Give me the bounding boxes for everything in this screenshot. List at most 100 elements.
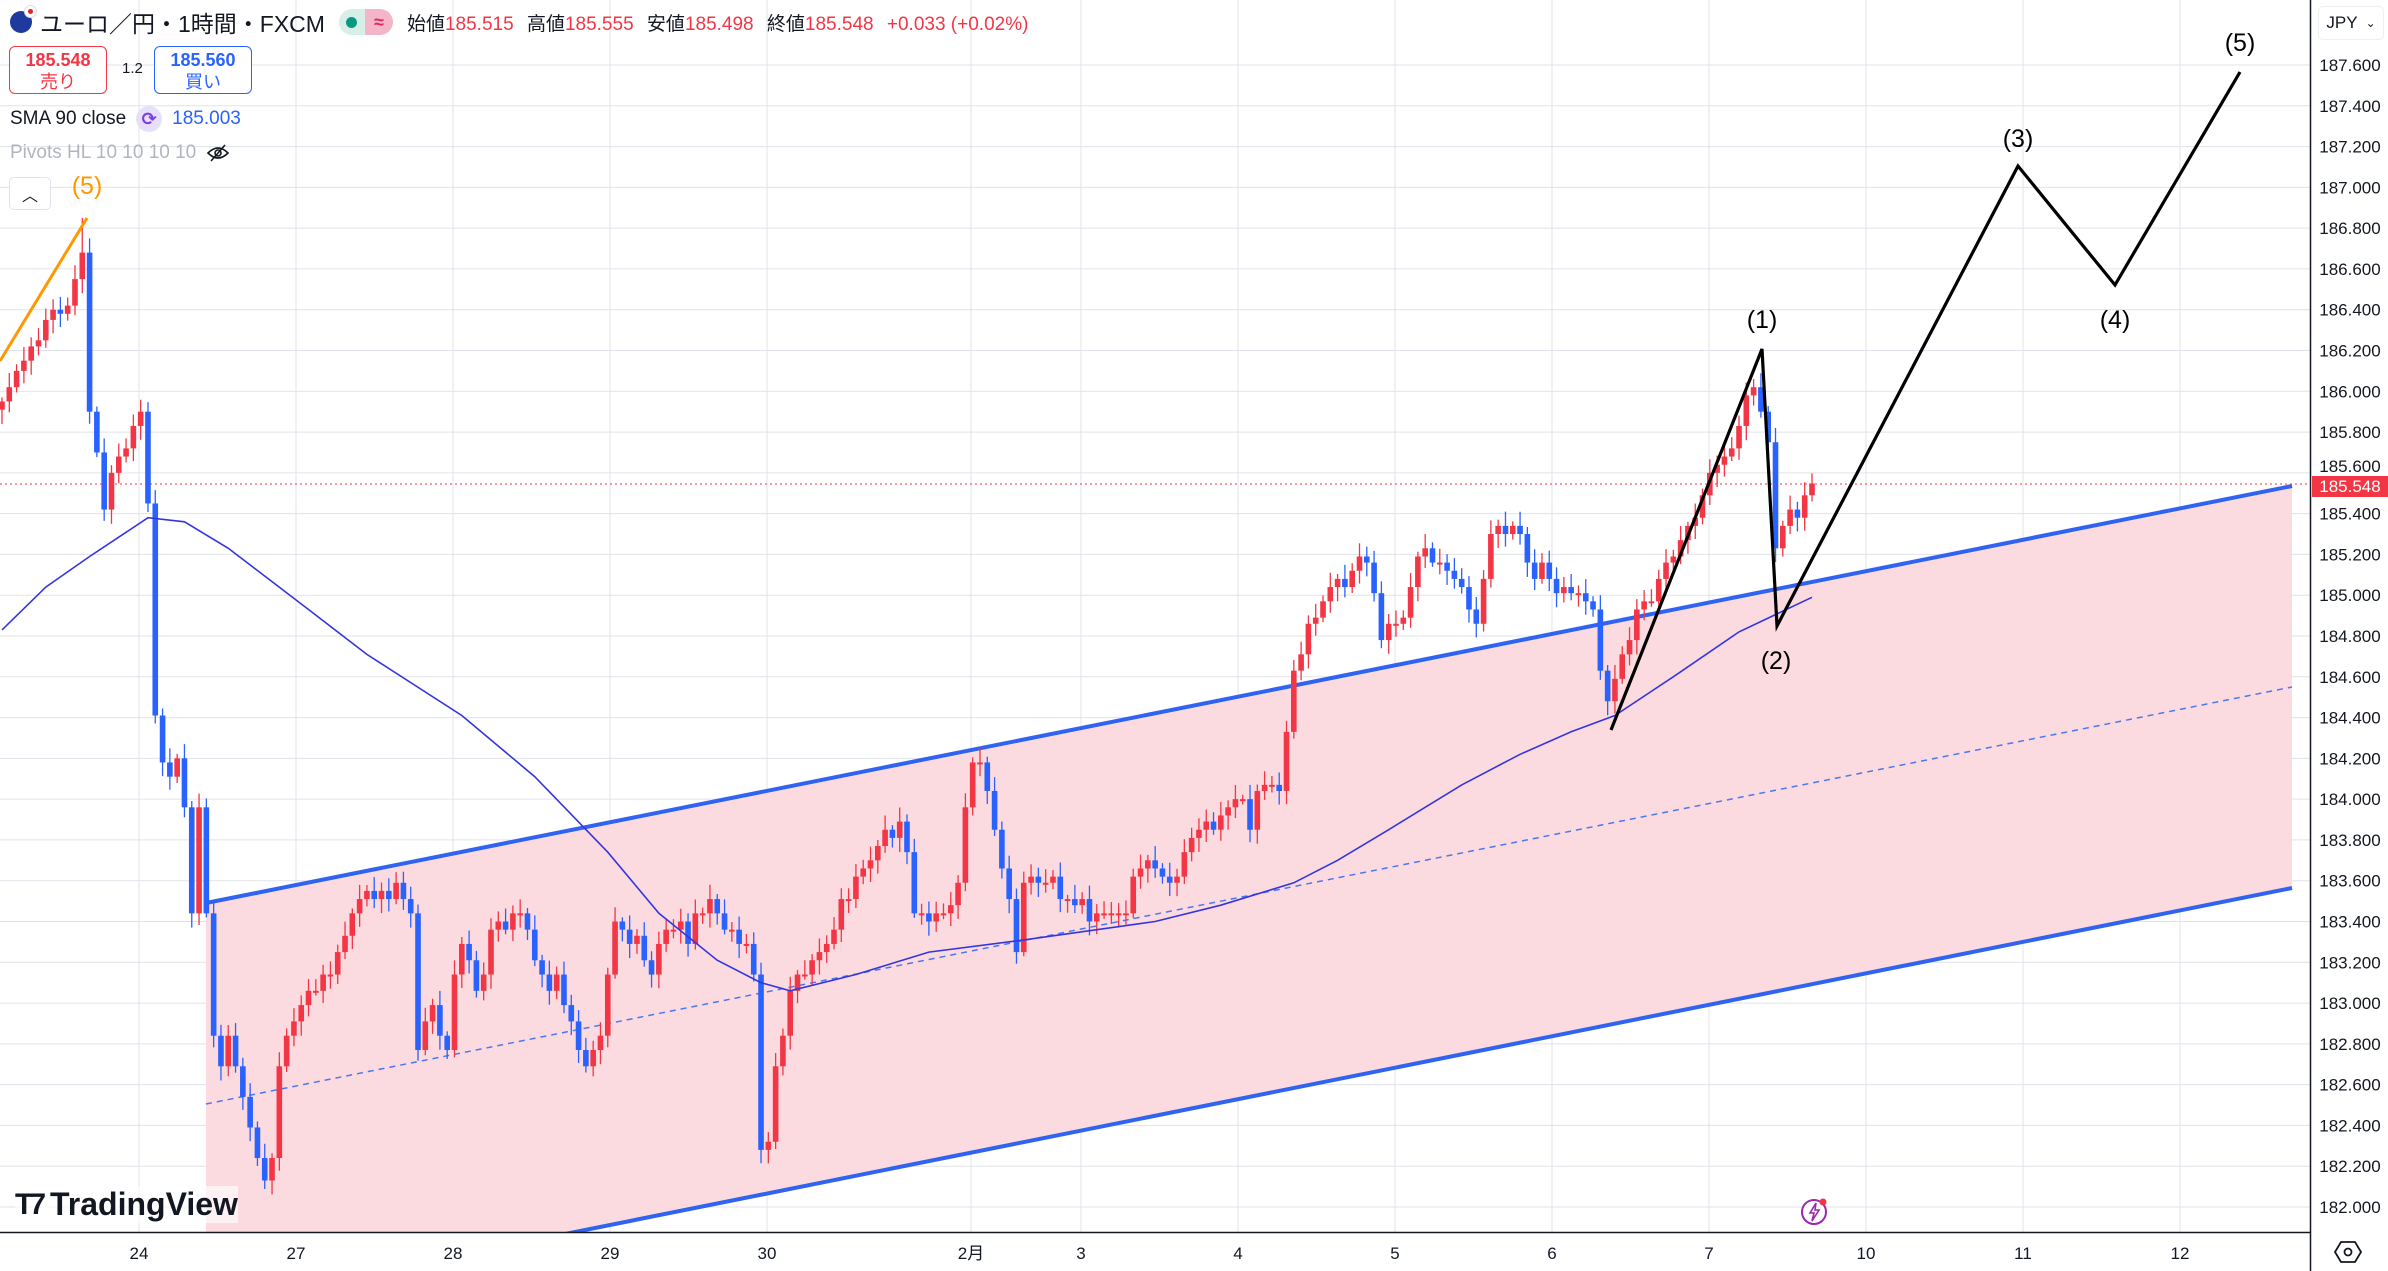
- channel-upper-line[interactable]: [205, 484, 2293, 905]
- candle: [1101, 913, 1107, 916]
- pivots-indicator-legend[interactable]: Pivots HL 10 10 10 10: [10, 142, 230, 164]
- candle: [962, 807, 969, 883]
- candle: [1130, 876, 1137, 914]
- candle: [1006, 868, 1012, 900]
- candle: [108, 472, 115, 510]
- price-tick-label: 186.400: [2319, 301, 2380, 320]
- symbol-title[interactable]: ユーロ／円・1時間・FXCM: [40, 11, 325, 37]
- low-label: 安値: [646, 13, 685, 35]
- candle: [415, 913, 421, 1050]
- candle: [816, 952, 823, 961]
- buy-button[interactable]: 185.560 買い: [154, 46, 252, 94]
- wave-label-3: (3): [2003, 125, 2034, 153]
- candle: [437, 1005, 443, 1036]
- time-tick-label: 7: [1704, 1244, 1713, 1263]
- candle: [400, 882, 407, 900]
- candle: [955, 882, 961, 906]
- candle: [1042, 882, 1049, 885]
- candle: [188, 807, 195, 914]
- candle: [1502, 525, 1509, 535]
- candle: [13, 370, 20, 388]
- candle: [283, 1035, 290, 1067]
- candle: [1276, 784, 1283, 791]
- candle: [933, 913, 939, 922]
- candle: [1539, 562, 1545, 579]
- candle: [524, 913, 531, 930]
- candle: [210, 913, 217, 1036]
- market-open-dot-icon: [338, 9, 365, 35]
- sma-90-line[interactable]: [1, 516, 1813, 992]
- candle: [247, 1096, 253, 1128]
- price-tick-label: 183.200: [2319, 953, 2380, 972]
- candle: [174, 758, 180, 777]
- candle: [1488, 534, 1494, 579]
- candle: [1356, 556, 1363, 571]
- candle: [1203, 821, 1210, 830]
- price-tick-label: 185.400: [2319, 505, 2380, 524]
- candle: [999, 829, 1005, 869]
- candle: [1809, 483, 1815, 496]
- time-axis[interactable]: 24 27 28 29 30 2月 3 4 5 6 7 10 11 12: [130, 1244, 2190, 1263]
- price-tick-label: 186.200: [2319, 342, 2380, 361]
- candle: [422, 1021, 429, 1050]
- candle: [276, 1066, 283, 1159]
- candle: [196, 807, 202, 914]
- sell-button[interactable]: 185.548 売り: [9, 46, 107, 94]
- candle: [94, 411, 100, 453]
- candle: [115, 456, 122, 473]
- candle: [648, 960, 655, 975]
- price-tick-label: 186.800: [2319, 219, 2380, 238]
- market-status[interactable]: ≈: [338, 9, 393, 35]
- time-tick-label: 30: [758, 1244, 777, 1263]
- candle: [1582, 593, 1589, 602]
- candle: [1393, 623, 1399, 626]
- candle: [393, 882, 399, 900]
- candle: [838, 899, 845, 930]
- parallel-channel-fill: [206, 486, 2292, 1232]
- close-label: 終値: [766, 13, 805, 35]
- candle: [240, 1066, 246, 1097]
- currency-selector[interactable]: JPY ⌄: [2318, 6, 2384, 40]
- candle: [802, 974, 808, 977]
- candle: [159, 715, 166, 763]
- candle: [334, 952, 341, 975]
- open-label: 始値: [406, 13, 445, 35]
- collapse-legend-button[interactable]: ︿: [9, 177, 51, 210]
- candle: [488, 929, 494, 975]
- candle: [692, 913, 699, 944]
- candle: [342, 935, 348, 953]
- change-value: +0.033 (+0.02%): [886, 13, 1029, 35]
- prior-wave-line[interactable]: [0, 217, 89, 362]
- candle: [860, 868, 867, 877]
- candle: [1400, 617, 1407, 624]
- refresh-icon[interactable]: ⟳: [136, 106, 163, 132]
- candle: [0, 401, 5, 410]
- candle: [1436, 562, 1443, 565]
- settings-icon[interactable]: [2334, 1240, 2362, 1264]
- elliott-wave-line[interactable]: [1609, 71, 2242, 731]
- candle: [232, 1035, 239, 1067]
- candle: [444, 1035, 451, 1050]
- candle: [1188, 837, 1195, 853]
- hidden-eye-icon[interactable]: [206, 143, 230, 163]
- sma-indicator-legend[interactable]: SMA 90 close ⟳ 185.003: [10, 106, 241, 132]
- channel-lower-line[interactable]: [560, 886, 2293, 1235]
- tradingview-logo[interactable]: T7 TradingView: [15, 1186, 238, 1223]
- candle: [1239, 799, 1246, 802]
- candle: [145, 411, 151, 504]
- candle: [1159, 868, 1166, 877]
- price-axis[interactable]: 187.600 187.400 187.200 187.000 186.800 186.6…: [2319, 56, 2380, 1217]
- candle: [845, 899, 852, 902]
- high-label: 高値: [526, 13, 565, 35]
- ohlc-values: 始値185.515 高値185.555 安値185.498 終値185.548 …: [407, 9, 1036, 36]
- candle: [152, 503, 159, 716]
- candle: [1517, 525, 1523, 535]
- lightning-event-icon[interactable]: [1800, 1196, 1830, 1226]
- candle: [64, 305, 71, 314]
- candle: [1575, 593, 1582, 596]
- candle: [21, 360, 27, 371]
- price-tick-label: 184.200: [2319, 749, 2380, 768]
- candle: [1699, 495, 1706, 518]
- candle: [1145, 860, 1151, 869]
